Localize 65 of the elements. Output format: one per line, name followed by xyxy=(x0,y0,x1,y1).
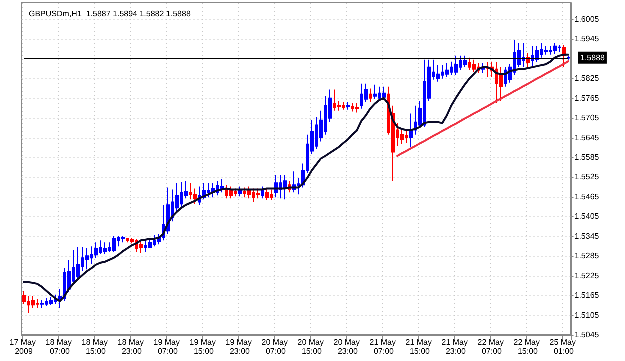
candlestick xyxy=(283,174,287,200)
x-tick-label: 20 May 23:00 xyxy=(334,338,362,356)
y-tick-label: 1.5645 xyxy=(574,133,600,142)
candlestick xyxy=(369,88,372,103)
y-tick-label: 1.5585 xyxy=(574,152,600,162)
y-tick-label: 1.5945 xyxy=(574,34,600,44)
candlestick xyxy=(112,236,116,253)
x-tick-label: 21 May 15:00 xyxy=(406,338,434,356)
candlestick xyxy=(454,55,458,76)
y-tick-label: 1.5045 xyxy=(574,330,600,340)
y-tick-label: 1.5825 xyxy=(574,74,600,84)
candlestick xyxy=(265,188,269,201)
y-tick-label: 1.5345 xyxy=(574,232,600,241)
x-tick-label: 20 May 07:00 xyxy=(262,338,290,356)
line-series xyxy=(396,60,570,158)
candlestick xyxy=(76,247,80,280)
candlestick xyxy=(499,66,503,102)
text: GBPUSDm,H1 1.5887 1.5894 1.5882 1.5888 xyxy=(29,10,192,18)
candlestick xyxy=(445,62,449,78)
x-tick-label: 19 May 23:00 xyxy=(226,338,254,356)
y-tick-label: 1.5405 xyxy=(574,212,600,222)
candlestick xyxy=(553,42,557,54)
y-tick-label: 1.5465 xyxy=(574,192,600,202)
y-tick-label: 1.5165 xyxy=(574,291,600,300)
candlestick xyxy=(40,300,44,309)
x-tick-label: 18 May 07:00 xyxy=(46,338,74,356)
candlestick xyxy=(355,102,359,114)
candlestick xyxy=(139,240,143,254)
candlestick xyxy=(382,86,386,101)
candlestick xyxy=(463,55,467,68)
candlestick xyxy=(103,242,107,255)
candlestick xyxy=(373,84,377,100)
candlestick xyxy=(346,102,350,110)
x-tick-label: 25 May 01:00 xyxy=(550,338,578,356)
x-tick-label: 19 May 07:00 xyxy=(154,338,182,356)
y-tick-label: 1.5765 xyxy=(574,94,600,103)
candlestick xyxy=(31,296,35,309)
candlestick xyxy=(229,186,233,200)
candlestick xyxy=(85,248,89,270)
candlestick xyxy=(49,297,53,306)
line-series xyxy=(23,54,570,302)
x-tick-label: 19 May 15:00 xyxy=(190,338,218,356)
y-tick-label: 1.6005 xyxy=(574,14,600,24)
x-tick-label: 20 May 15:00 xyxy=(298,338,326,356)
candlestick xyxy=(544,46,548,56)
y-tick-label: 1.5705 xyxy=(574,114,600,123)
y-tick-label: 1.5285 xyxy=(574,252,600,261)
candlestick xyxy=(247,186,251,200)
x-tick-label: 22 May 07:00 xyxy=(478,338,506,356)
candlestick xyxy=(121,236,125,244)
y-tick-label: 1.5525 xyxy=(574,172,600,182)
x-tick-label: 21 May 07:00 xyxy=(370,338,398,356)
ref-line-label: 1.5888 xyxy=(580,53,606,62)
candlestick xyxy=(148,238,152,250)
y-tick-label: 1.5105 xyxy=(574,310,600,320)
x-tick-label: 21 May 23:00 xyxy=(442,338,470,356)
candlestick xyxy=(535,46,539,63)
y-tick-label: 1.5225 xyxy=(574,271,600,280)
x-tick-label: 18 May 15:00 xyxy=(82,338,110,356)
candlestick xyxy=(472,59,476,73)
candlestick xyxy=(409,113,413,148)
x-tick-label: 17 May 2009 xyxy=(10,338,38,356)
candlestick xyxy=(256,188,260,200)
x-tick-label: 22 May 15:00 xyxy=(514,338,542,356)
x-tick-label: 18 May 23:00 xyxy=(118,338,146,356)
